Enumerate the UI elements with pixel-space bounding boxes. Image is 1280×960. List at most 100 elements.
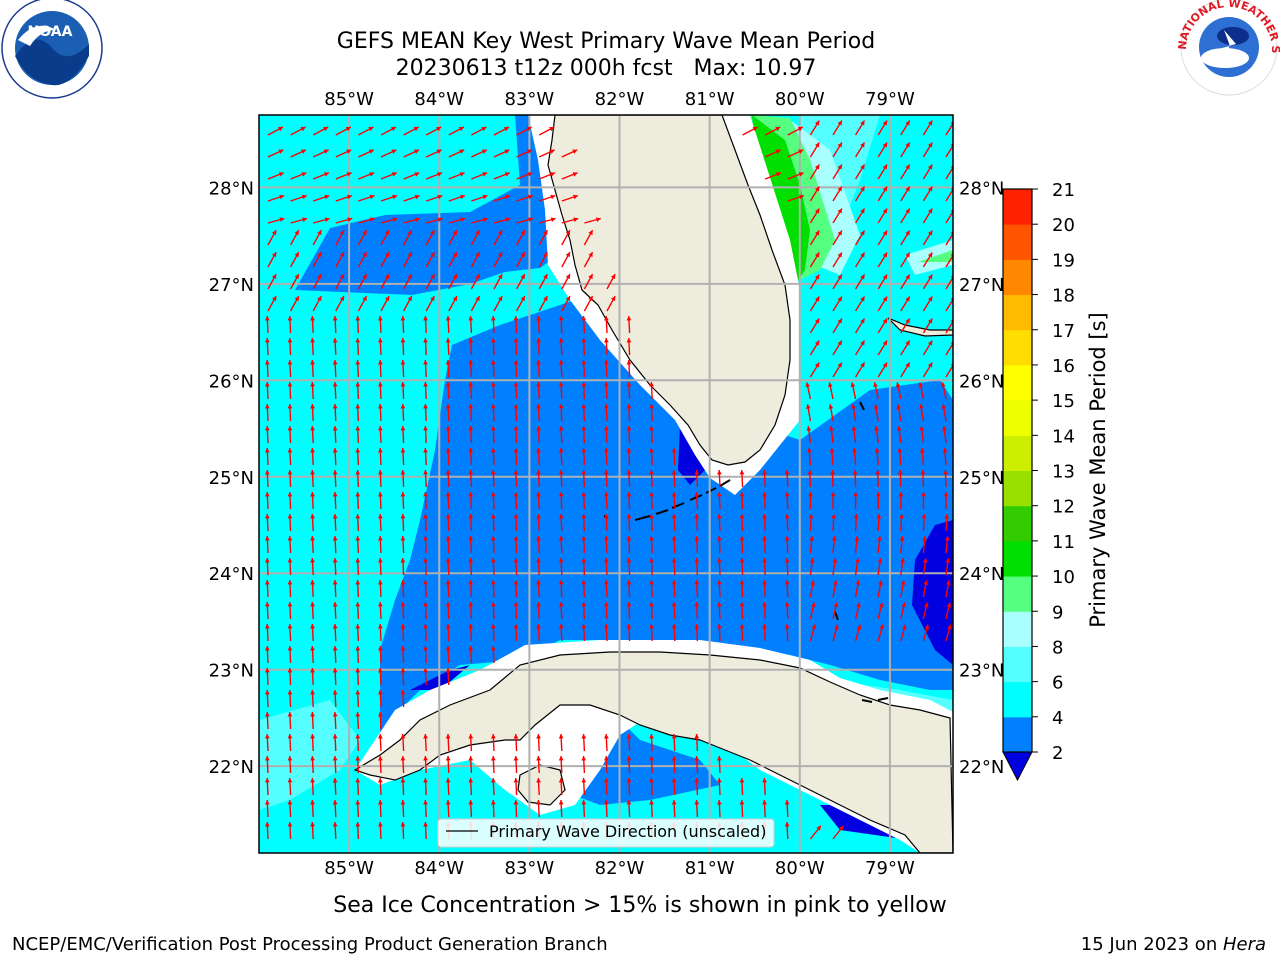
wave-arrow-head: [536, 360, 541, 365]
wave-arrow-head: [649, 470, 654, 475]
wave-arrow-head: [355, 734, 361, 739]
wave-arrow-head: [837, 120, 842, 126]
colorbar-tick-label: 2: [1052, 743, 1063, 764]
wave-arrow-head: [603, 558, 609, 563]
wave-arrow-head: [860, 318, 865, 324]
wave-arrow-head: [603, 734, 609, 739]
wave-arrow-head: [468, 316, 474, 321]
colorbar-extend-min: [1002, 751, 1033, 782]
wave-arrow-head: [882, 164, 888, 170]
colorbar-tick-label: 6: [1052, 673, 1063, 694]
wave-arrow-head: [837, 318, 842, 324]
wave-arrow-head: [833, 602, 839, 608]
colorbar-segment: [1003, 329, 1032, 366]
wave-arrow-head: [603, 624, 609, 629]
wave-arrow-head: [430, 274, 435, 280]
wave-arrow-head: [339, 252, 344, 258]
credit-line: NCEP/EMC/Verification Post Processing Pr…: [12, 934, 608, 955]
wave-arrow-head: [377, 690, 383, 695]
wave-arrow-head: [332, 668, 338, 673]
wave-arrow-head: [558, 426, 564, 431]
wave-arrow-head: [468, 734, 474, 739]
wave-arrow-head: [355, 756, 361, 761]
wave-arrow-head: [377, 448, 383, 453]
wave-arrow-head: [805, 382, 811, 388]
wave-arrow-head: [536, 470, 541, 475]
wave-arrow-head: [610, 296, 616, 302]
wave-arrow-head: [391, 172, 397, 177]
wave-arrow-head: [852, 448, 857, 453]
wave-arrow-head: [558, 558, 564, 563]
wave-arrow-head: [784, 602, 790, 607]
wave-arrow-head: [384, 296, 390, 302]
wave-arrow-head: [264, 514, 270, 519]
noaa-logo-icon: NOAA: [1, 0, 103, 99]
wave-arrow-head: [310, 338, 315, 343]
wave-arrow-head: [490, 580, 496, 585]
wave-arrow-head: [355, 470, 361, 475]
wave-arrow-head: [490, 338, 496, 343]
wave-arrow-head: [377, 756, 383, 761]
wave-arrow-head: [436, 126, 442, 132]
wave-arrow-head: [694, 602, 700, 607]
wave-arrow-head: [460, 194, 465, 200]
wave-arrow: [945, 232, 953, 246]
wave-arrow-head: [339, 230, 344, 236]
wave-arrow-head: [830, 492, 836, 497]
wave-arrow-head: [694, 800, 700, 805]
wave-arrow-head: [671, 778, 677, 783]
wave-arrow-head: [332, 316, 338, 321]
land-bahamas: [887, 317, 953, 337]
wave-arrow-head: [927, 318, 933, 324]
wave-arrow-head: [603, 514, 609, 519]
wave-arrow-head: [882, 318, 888, 324]
wave-arrow-head: [369, 194, 375, 200]
wave-arrow-head: [941, 404, 947, 409]
wave-arrow-head: [581, 426, 587, 431]
wave-arrow-head: [828, 382, 833, 388]
wave-arrow-head: [317, 230, 322, 236]
wave-arrow-head: [287, 360, 293, 365]
wave-arrow-head: [377, 646, 383, 651]
wave-arrow-head: [905, 362, 910, 368]
wave-arrow-head: [332, 712, 338, 717]
wave-arrow-head: [423, 448, 428, 453]
wave-arrow-head: [944, 536, 950, 541]
wave-arrow-head: [287, 822, 293, 827]
wave-arrow-head: [287, 756, 293, 761]
wave-arrow: [945, 122, 953, 136]
wave-arrow-head: [536, 404, 541, 409]
wave-arrow-head: [301, 194, 307, 200]
colorbar-tick-label: 14: [1052, 426, 1075, 447]
wave-arrow-head: [264, 426, 270, 431]
wave-arrow-head: [279, 194, 285, 200]
wave-arrow-head: [468, 580, 474, 585]
wave-arrow-head: [310, 536, 315, 541]
wave-arrow-head: [565, 252, 570, 258]
wave-arrow-head: [558, 756, 564, 761]
wave-arrow-head: [332, 734, 338, 739]
x-tick-label: 85°W: [324, 858, 374, 879]
y-tick-labels-right: 28°N 27°N 26°N 25°N 24°N 23°N 22°N: [959, 178, 1004, 778]
wave-arrow-head: [377, 734, 383, 739]
wave-arrow-head: [814, 208, 820, 214]
colorbar-segment: [1003, 681, 1032, 718]
wave-arrow-head: [264, 558, 270, 563]
wave-arrow-head: [905, 208, 910, 214]
wave-arrow-head: [527, 194, 533, 200]
wave-arrow-head: [671, 514, 677, 519]
wave-arrow-head: [694, 580, 700, 585]
wave-arrow-head: [445, 558, 451, 563]
wave-arrow-head: [310, 822, 315, 827]
wave-arrow-head: [332, 646, 338, 651]
land-cuba: [353, 651, 953, 853]
wave-arrow-head: [490, 426, 496, 431]
wave-arrow-head: [468, 756, 474, 761]
wave-arrow-head: [384, 252, 390, 258]
wave-arrow-head: [362, 252, 367, 258]
wave-arrow-head: [808, 514, 814, 519]
wave-arrow: [945, 144, 953, 158]
wave-arrow-head: [874, 448, 880, 453]
wave-arrow-head: [287, 404, 293, 409]
